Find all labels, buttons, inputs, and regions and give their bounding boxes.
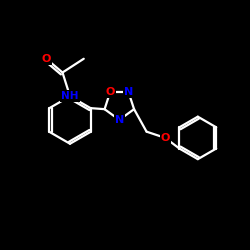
Text: O: O <box>106 87 115 97</box>
Text: NH: NH <box>61 91 79 101</box>
Text: O: O <box>160 133 170 143</box>
Text: N: N <box>124 87 133 97</box>
Text: O: O <box>42 54 51 64</box>
Text: N: N <box>115 115 124 125</box>
